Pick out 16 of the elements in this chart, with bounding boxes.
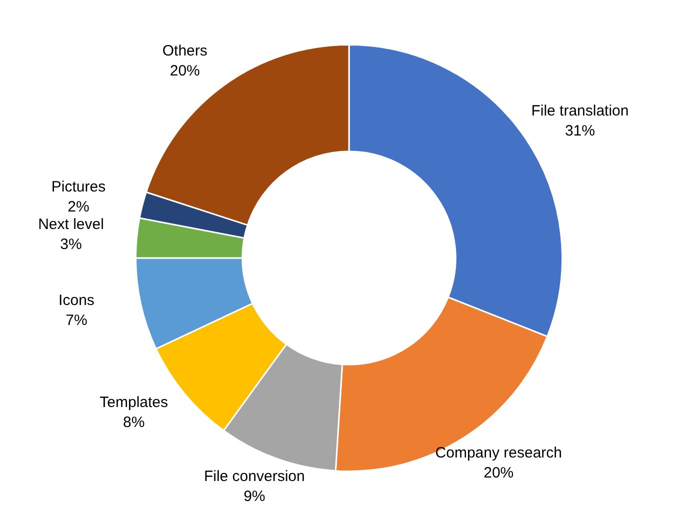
data-label: 2% bbox=[68, 198, 90, 216]
slice-label: File translation bbox=[531, 102, 629, 120]
slice-label: Templates bbox=[100, 394, 168, 412]
data-label: 8% bbox=[122, 414, 145, 432]
data-label: 20% bbox=[484, 464, 514, 482]
data-label: 20% bbox=[170, 62, 200, 80]
data-label: 3% bbox=[60, 236, 82, 254]
slice-label: Others bbox=[162, 42, 208, 60]
slice-label: Pictures bbox=[51, 178, 106, 196]
data-label: 31% bbox=[564, 122, 595, 140]
data-label: 7% bbox=[66, 312, 88, 330]
data-label: 9% bbox=[244, 488, 266, 506]
slice-label: File conversion bbox=[204, 468, 305, 486]
slice-label: Next level bbox=[38, 216, 104, 234]
slice-label: Icons bbox=[58, 292, 94, 310]
slice-label: Company research bbox=[435, 444, 562, 462]
